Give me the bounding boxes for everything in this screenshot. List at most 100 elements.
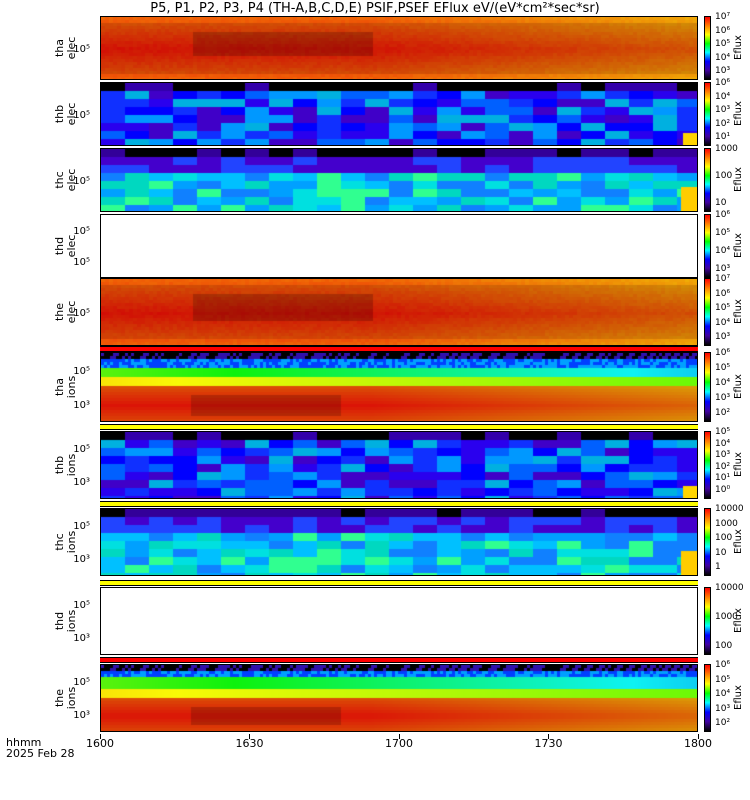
panel-tha-ions bbox=[100, 352, 698, 422]
colorbar-tick-label: 10⁶ bbox=[715, 78, 731, 88]
colorbar-tick-label: 10⁷ bbox=[715, 274, 731, 284]
colorbar-tick-label: 10² bbox=[715, 408, 731, 418]
colorbar-tick-label: 10³ bbox=[715, 450, 731, 461]
colorbar bbox=[704, 664, 711, 732]
colorbar-tick-label: 10000 bbox=[715, 583, 744, 593]
colorbar bbox=[704, 431, 711, 499]
colorbar bbox=[704, 278, 711, 346]
time-units-label: hhmm bbox=[6, 736, 42, 749]
colorbar-tick-label: 100 bbox=[715, 641, 733, 651]
colorbar-tick-label: 10⁴ bbox=[715, 91, 731, 102]
y-tick-label: 10⁵ bbox=[73, 226, 90, 238]
colorbar-label: Eflux bbox=[732, 167, 744, 192]
colorbar-tick-label: 10¹ bbox=[715, 132, 731, 142]
colorbar-tick-label: 100 bbox=[715, 171, 733, 181]
colorbar-tick-label: 10⁵ bbox=[715, 39, 731, 49]
x-tick-label: 1700 bbox=[385, 737, 413, 750]
colorbar-tick-label: 10 bbox=[715, 198, 727, 208]
y-tick-label: 10⁵ bbox=[73, 366, 90, 377]
panel-thd-elec bbox=[100, 214, 698, 278]
panel-separator bbox=[100, 424, 698, 430]
colorbar-tick-label: 10⁵ bbox=[715, 674, 731, 685]
colorbar-tick-label: 1000 bbox=[715, 144, 738, 154]
colorbar-label: Eflux bbox=[732, 35, 744, 60]
colorbar-tick-label: 10¹ bbox=[715, 473, 731, 484]
spectrogram-the-elec bbox=[101, 279, 697, 345]
y-tick-label: 10³ bbox=[73, 710, 90, 722]
colorbar-tick-label: 10⁵ bbox=[715, 228, 731, 238]
x-tick-mark bbox=[99, 734, 101, 739]
colorbar-tick-label: 1000 bbox=[715, 612, 738, 622]
y-tick-label: 10⁵ bbox=[73, 600, 90, 612]
colorbar-label: Eflux bbox=[732, 374, 744, 399]
x-tick-label: 1730 bbox=[534, 737, 563, 750]
colorbar-tick-label: 10⁵ bbox=[715, 363, 731, 373]
colorbar-tick-label: 10⁶ bbox=[715, 348, 731, 358]
colorbar-tick-label: 10³ bbox=[715, 703, 731, 714]
y-tick-label: 10⁵ bbox=[73, 521, 90, 533]
colorbar-tick-label: 10² bbox=[715, 718, 731, 728]
colorbar-tick-label: 10³ bbox=[715, 332, 731, 342]
colorbar-label: Eflux bbox=[732, 299, 744, 324]
colorbar-tick-label: 1000 bbox=[715, 518, 738, 529]
colorbar bbox=[704, 508, 711, 576]
colorbar-label: Eflux bbox=[732, 101, 744, 126]
panel-thd-ions bbox=[100, 587, 698, 655]
y-tick-label: 10⁵ bbox=[73, 444, 90, 456]
colorbar bbox=[704, 214, 711, 278]
colorbar bbox=[704, 82, 711, 146]
panel-the-ions bbox=[100, 664, 698, 732]
colorbar-label: Eflux bbox=[732, 608, 744, 633]
panel-separator bbox=[100, 346, 698, 352]
colorbar-tick-label: 10⁴ bbox=[715, 689, 731, 699]
colorbar bbox=[704, 148, 711, 212]
colorbar-tick-label: 10⁷ bbox=[715, 12, 731, 22]
spectrogram-thb-ions bbox=[101, 432, 697, 498]
colorbar-tick-label: 10⁰ bbox=[715, 485, 731, 495]
y-tick-label: 10³ bbox=[73, 633, 90, 645]
chart-title: P5, P1, P2, P3, P4 (TH-A,B,C,D,E) PSIF,P… bbox=[150, 1, 600, 16]
x-tick-mark bbox=[697, 734, 699, 739]
colorbar-tick-label: 10000 bbox=[715, 504, 744, 514]
y-tick-label: 10³ bbox=[73, 477, 90, 489]
panel-thc-ions bbox=[100, 508, 698, 576]
colorbar-tick-label: 10⁶ bbox=[715, 210, 731, 220]
colorbar bbox=[704, 16, 711, 80]
colorbar bbox=[704, 587, 711, 655]
colorbar-tick-label: 10⁵ bbox=[715, 303, 731, 313]
colorbar-label: Eflux bbox=[732, 233, 744, 258]
colorbar-tick-label: 10⁶ bbox=[715, 25, 731, 36]
colorbar-tick-label: 10⁴ bbox=[715, 438, 731, 449]
colorbar-tick-label: 10 bbox=[715, 547, 727, 558]
colorbar-tick-label: 10⁶ bbox=[715, 660, 731, 670]
panel-separator bbox=[100, 580, 698, 586]
colorbar-tick-label: 10⁶ bbox=[715, 288, 731, 299]
panel-thb-ions bbox=[100, 431, 698, 499]
y-tick-label: 10⁵ bbox=[73, 677, 90, 689]
y-tick-label: 10⁵ bbox=[73, 176, 90, 188]
y-tick-label: 10⁵ bbox=[73, 44, 90, 56]
x-tick-mark bbox=[398, 734, 400, 739]
colorbar-tick-label: 10⁴ bbox=[715, 317, 731, 328]
colorbar-tick-label: 10⁴ bbox=[715, 246, 731, 256]
colorbar-tick-label: 1 bbox=[715, 562, 721, 572]
colorbar-tick-label: 10³ bbox=[715, 264, 731, 274]
colorbar-label: Eflux bbox=[732, 529, 744, 554]
x-tick-label: 1630 bbox=[235, 737, 264, 750]
colorbar-tick-label: 10² bbox=[715, 461, 731, 472]
spectrogram-tha-elec bbox=[101, 17, 697, 79]
y-tick-label: 10⁵ bbox=[73, 308, 90, 320]
colorbar-tick-label: 10² bbox=[715, 118, 731, 129]
x-tick-label: 1600 bbox=[86, 737, 114, 750]
spectrogram-thc-elec bbox=[101, 149, 697, 211]
y-tick-label: 10³ bbox=[73, 399, 90, 411]
panel-tha-elec bbox=[100, 16, 698, 80]
panel-thc-elec bbox=[100, 148, 698, 212]
panel-separator bbox=[100, 657, 698, 663]
colorbar-tick-label: 10⁴ bbox=[715, 378, 731, 388]
colorbar-tick-label: 10³ bbox=[715, 105, 731, 115]
x-tick-mark bbox=[249, 734, 250, 739]
spectrogram-tha-ions bbox=[101, 353, 697, 421]
y-tick-label: 10³ bbox=[73, 554, 90, 566]
y-tick-label: 10⁵ bbox=[73, 110, 90, 122]
